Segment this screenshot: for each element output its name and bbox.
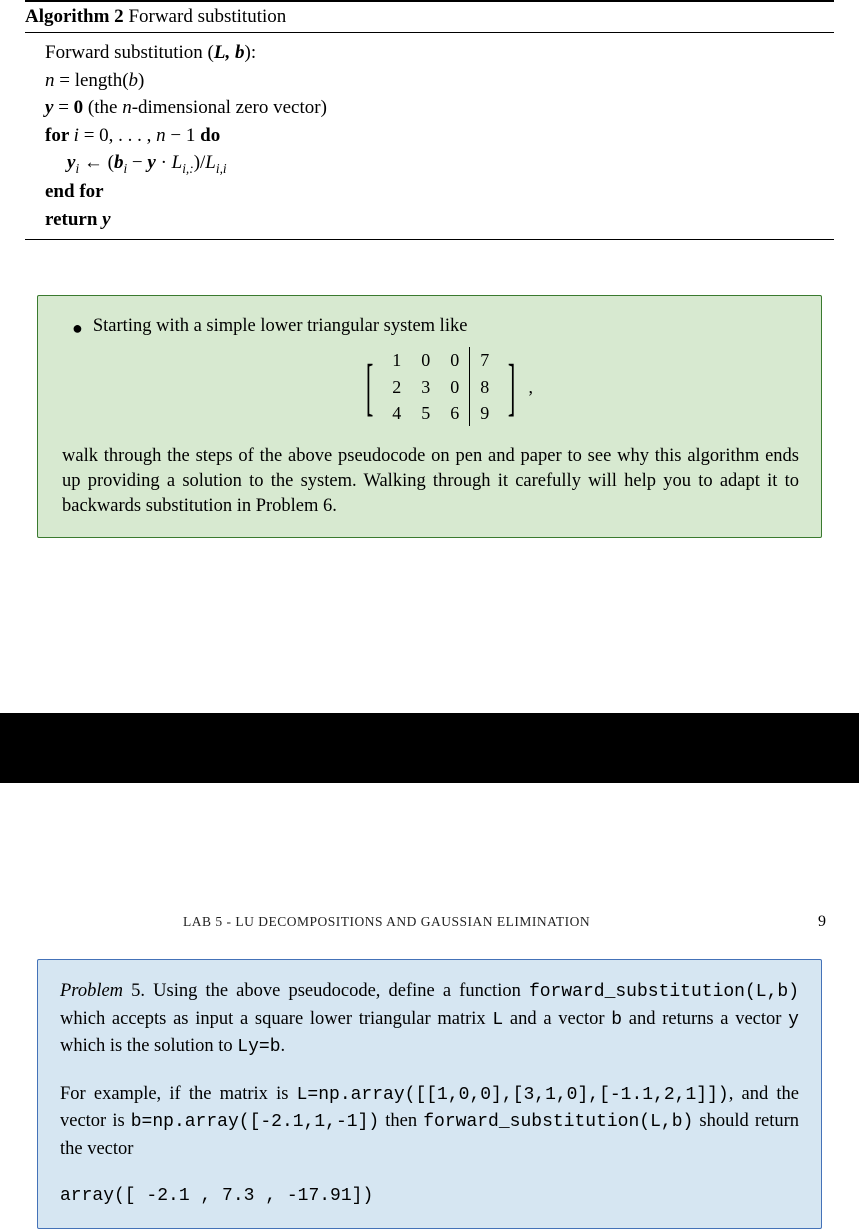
- algo-line-4: for i = 0, . . . , n − 1 do: [45, 122, 834, 150]
- page-header: LAB 5 - LU DECOMPOSITIONS AND GAUSSIAN E…: [25, 913, 834, 931]
- page-number: 9: [818, 913, 826, 931]
- algo-line-5: yi ← (bi − y · Li,:)/Li,i: [45, 149, 834, 178]
- algo-line-6: end for: [45, 178, 834, 206]
- problem-box: Problem 5. Using the above pseudocode, d…: [37, 959, 822, 1229]
- problem-paragraph-2: For example, if the matrix is L=np.array…: [60, 1081, 799, 1162]
- header-title: LAB 5 - LU DECOMPOSITIONS AND GAUSSIAN E…: [183, 914, 590, 930]
- hint-continuation: walk through the steps of the above pseu…: [62, 444, 799, 519]
- problem-output: array([ -2.1 , 7.3 , -17.91]): [60, 1182, 799, 1210]
- algorithm-title: Algorithm 2 Forward substitution: [25, 2, 834, 33]
- problem-paragraph-1: Problem 5. Using the above pseudocode, d…: [60, 978, 799, 1061]
- bullet-icon: ●: [72, 316, 83, 340]
- algorithm-body: Forward substitution (L, b): n = length(…: [25, 33, 834, 239]
- algorithm-label: Algorithm 2: [25, 6, 124, 27]
- hint-intro: Starting with a simple lower triangular …: [93, 316, 468, 336]
- algorithm-name: Forward substitution: [128, 6, 286, 27]
- algo-line-2: n = length(b): [45, 67, 834, 95]
- algorithm-block: Algorithm 2 Forward substitution Forward…: [25, 0, 834, 240]
- page-separator: [0, 713, 859, 783]
- matrix-display: [ 1 0 0 7 2 3: [93, 347, 799, 426]
- algo-line-3: y = 0 (the n-dimensional zero vector): [45, 94, 834, 122]
- algo-line-7: return y: [45, 206, 834, 234]
- hint-box: ● Starting with a simple lower triangula…: [37, 295, 822, 538]
- matrix-table: 1 0 0 7 2 3 0 8: [382, 347, 499, 426]
- algo-line-1: Forward substitution (L, b):: [45, 39, 834, 67]
